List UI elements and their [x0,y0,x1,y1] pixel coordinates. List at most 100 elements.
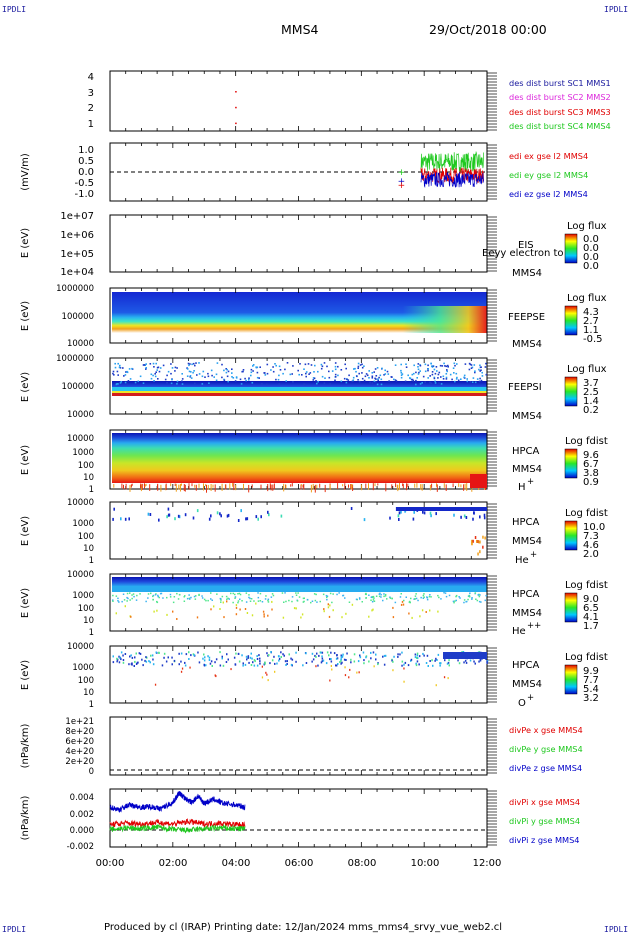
hpca-o-speckle [268,654,270,657]
feepsi-cb-bar [564,376,578,407]
feepsi-speckle [454,380,456,383]
hpca-he2-speckle [267,598,270,601]
feepsi-speckle [447,364,449,367]
hpca-o-speckle [219,651,221,654]
hpca-h-speckle [420,484,422,490]
hpca-o-speckle [250,652,252,655]
feepsi-speckle [418,371,420,374]
divpe-ylabel: (nPa/km) [20,724,31,769]
hpca-he2-speckle [123,599,126,601]
hpca-he1-speckle [398,511,401,515]
hpca-o-speckle [416,660,419,663]
panel-divpi-frame [109,788,488,848]
hpca-h-speckle [290,484,292,487]
hpca-he2-speckle [207,599,209,602]
hpca-h-spectrum [112,433,487,483]
hpca-he2-speckle [422,594,425,597]
corner-label-bottom-right: IPDLI [604,925,628,934]
feepsi-speckle [216,362,219,364]
hpca-he2-speckle [400,603,403,606]
feepsi-speckle [208,382,210,384]
feepsi-speckle [365,373,368,375]
feepsi-speckle [292,365,294,367]
hpca-he2-speckle [371,609,373,612]
hpca-h-speckle [466,483,468,491]
hpca-o-speckle [305,652,307,655]
hpca-o-speckle [204,656,206,659]
hpca-o-speckle [267,679,269,682]
hpca-h-speckle [361,484,363,491]
hpca-o-speckle [444,659,446,662]
feepsi-speckle [369,381,371,384]
feepsi-speckle [463,376,465,379]
feepsi-speckle [357,365,360,368]
hpca-h-cb-bar [564,448,578,479]
hpca-he2-speckle [129,599,131,601]
feepsi-speckle [452,367,455,369]
hpca-o-speckle [446,662,449,665]
hpca-he2-speckle [184,595,186,597]
feepsi-speckle [240,383,243,385]
hpca-o-speckle [273,655,275,658]
hpca-h-speckle [407,483,409,488]
hpca-h-speckle [436,484,438,492]
feepsi-speckle [424,381,426,383]
feepsi-speckle [431,365,433,367]
hpca-he2-speckle [237,593,239,595]
feepsi-speckle [451,378,453,381]
hpca-o-speckle [439,662,441,665]
feepsi-speckle [371,382,374,384]
hpca-h-speckle [248,484,250,493]
hpca-he2-speckle [263,613,265,616]
feepsi-speckle [118,366,121,369]
feepsi-speckle [328,376,331,379]
hpca-he2-speckle [234,597,236,599]
hpca-he2-speckle [271,593,274,595]
hpca-he2-speckle [271,608,273,611]
hpca-he1-speckle [174,517,176,521]
hpca-h-speckle [429,484,431,491]
hpca-o-speckle [280,656,282,658]
hpca-o-speckle [295,651,297,654]
feepsi-speckle [304,363,307,366]
hpca-o-speckle [464,659,467,662]
hpca-o-speckle [202,657,204,660]
hpca-o-speckle [302,664,304,667]
hpca-he2-speckle [391,597,393,600]
feepsi-speckle [274,363,276,365]
hpca-he1-speckle [220,514,222,518]
hpca-h-ylabel: E (eV) [20,445,31,475]
hpca-o-speckle [474,662,476,665]
hpca-o-speckle [341,655,344,658]
hpca-h-speckle [324,484,326,493]
hpca-he2-speckle [173,596,176,598]
hpca-he2-speckle [152,594,155,597]
feepsi-speckle [413,372,415,375]
hpca-he2-speckle [210,598,212,600]
hpca-he2-speckle [186,597,189,600]
hpca-he2-speckle [323,608,325,611]
hpca-o-speckle [225,661,228,663]
hpca-h-speckle [342,484,344,487]
hpca-he2-speckle [230,592,232,595]
feepsi-speckle [427,364,429,367]
hpca-he1-speckle [350,507,353,510]
hpca-he2-speckle [421,609,424,612]
hpca-o-speckle [326,651,329,654]
hpca-o-speckle [154,683,157,686]
hpca-o-speckle [211,665,213,667]
hpca-h-speckle [206,484,207,493]
hpca-h-speckle [377,483,379,486]
hpca-he2-speckle [361,601,363,603]
edi-legend-ey: edi ey gse l2 MMS4 [509,170,588,180]
hpca-h-speckle [316,484,318,489]
hpca-he1-speckle [413,510,415,514]
hpca-o-speckle [290,663,293,666]
feepsi-speckle [193,370,195,372]
hpca-o-speckle [414,656,417,659]
hpca-he2-speckle [484,599,486,602]
feepsi-speckle [432,365,434,367]
hpca-he2-speckle [384,593,387,596]
hpca-he1-speckle [473,511,475,515]
hpca-o-speckle [418,655,421,658]
